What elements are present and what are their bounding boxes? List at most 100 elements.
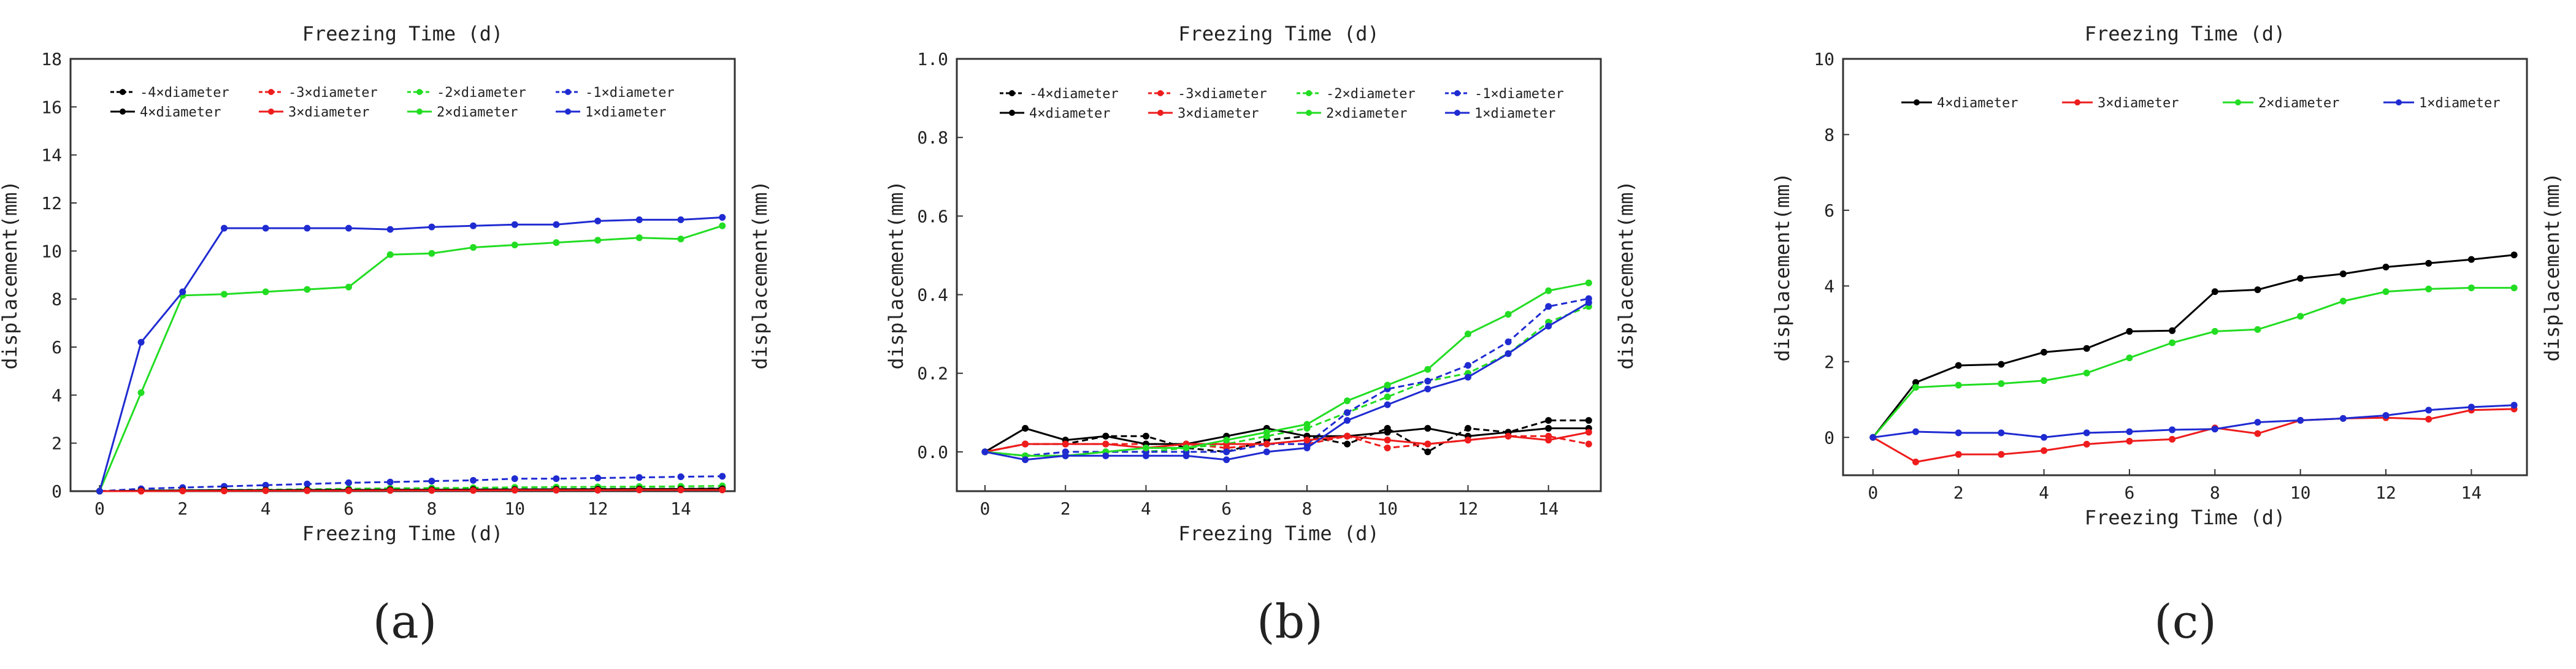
data-point	[1344, 432, 1351, 440]
legend-label: 1×diameter	[2419, 96, 2500, 111]
legend-marker	[120, 89, 126, 95]
chart-title: Freezing Time (d)	[2085, 22, 2286, 45]
y-tick-label: 0.4	[917, 285, 948, 305]
data-point	[1955, 429, 1962, 437]
data-point	[386, 226, 394, 233]
data-point	[2254, 286, 2261, 294]
data-point	[1344, 397, 1351, 405]
data-point	[345, 479, 353, 486]
data-point	[1424, 440, 1432, 448]
legend-marker	[2074, 99, 2080, 105]
y-tick-label: 6	[1824, 201, 1834, 221]
data-point	[1424, 385, 1432, 392]
data-point	[137, 389, 145, 396]
right-y-axis-label: displacement(mm)	[1614, 180, 1638, 369]
panel-b: 0 2 4 6 8 10 12 14 0.0 0.2 0.4 0.6 0.8 1.0 Freezing Ti…	[884, 22, 1638, 545]
data-point	[2169, 426, 2176, 434]
data-point	[428, 250, 435, 257]
legend-label: -4×diameter	[140, 85, 229, 101]
data-point	[1998, 451, 2005, 458]
plot-frame	[956, 58, 1602, 492]
data-point	[1263, 440, 1270, 448]
y-tick-label: 0.0	[917, 442, 948, 462]
data-point	[470, 222, 477, 229]
data-point	[1424, 378, 1432, 385]
data-point	[1545, 437, 1552, 444]
data-point	[719, 222, 726, 229]
x-tick-label: 14	[670, 499, 691, 519]
x-tick-label: 8	[1302, 499, 1313, 519]
legend-label: 2×diameter	[437, 105, 518, 120]
data-point	[1464, 373, 1471, 381]
data-point	[386, 251, 394, 258]
data-point	[1998, 380, 2005, 388]
data-point	[179, 487, 186, 495]
data-point	[1998, 429, 2005, 437]
panel-label-c: (c)	[2154, 594, 2217, 649]
data-point	[677, 486, 684, 494]
data-point	[304, 480, 311, 487]
series-1xdiameter	[981, 299, 1592, 464]
data-point	[2254, 419, 2261, 426]
data-point	[2083, 369, 2090, 377]
legend-marker	[1009, 90, 1015, 96]
data-point	[2382, 411, 2390, 419]
data-point	[594, 237, 602, 244]
legend: -4×diameter -3×diameter -2×diameter -1×diam…	[110, 85, 675, 120]
data-point	[1183, 445, 1190, 451]
y-tick-label: 10	[41, 241, 62, 261]
series-line	[984, 302, 1590, 461]
series-1xdiameter	[96, 214, 726, 495]
data-point	[2041, 348, 2048, 356]
legend-label: -2×diameter	[437, 85, 526, 101]
data-point	[220, 487, 228, 495]
data-point	[1912, 428, 1919, 435]
data-point	[262, 481, 269, 489]
data-point	[2425, 285, 2432, 292]
series-2xdiameter	[981, 279, 1592, 459]
data-point	[2041, 447, 2048, 454]
legend-label: 2×diameter	[2258, 96, 2339, 111]
chart-title: Freezing Time (d)	[302, 22, 504, 45]
data-point	[1384, 437, 1391, 444]
data-point	[1303, 437, 1311, 444]
data-point	[386, 478, 394, 486]
legend-marker	[416, 89, 423, 95]
data-point	[1384, 393, 1391, 400]
series-3xdiameter	[96, 486, 726, 495]
data-point	[1505, 350, 1512, 357]
data-point	[1303, 421, 1311, 428]
data-point	[1545, 323, 1552, 330]
data-point	[1869, 434, 1877, 441]
series--1xdiameter	[96, 473, 726, 495]
data-point	[635, 234, 643, 242]
right-y-axis-label: displacement(mm)	[748, 180, 772, 369]
data-point	[2169, 339, 2176, 346]
series-line	[99, 224, 723, 492]
x-tick-label: 6	[343, 499, 354, 519]
data-point	[1955, 362, 1962, 369]
data-point	[2339, 415, 2347, 422]
legend-label: 1×diameter	[1474, 106, 1555, 121]
data-point	[511, 475, 518, 483]
y-axis-label: displacement(mm)	[884, 180, 908, 369]
legend-label: 4×diameter	[1937, 96, 2018, 111]
x-tick-label: 0	[94, 499, 105, 519]
series--1xdiameter	[981, 295, 1592, 459]
legend-label: 4×diameter	[1029, 106, 1110, 121]
plot-frame	[69, 58, 736, 492]
data-point	[1102, 440, 1110, 448]
data-point	[304, 224, 311, 232]
data-point	[1223, 448, 1230, 456]
data-point	[1545, 303, 1552, 310]
data-point	[1505, 432, 1512, 440]
series--2xdiameter	[981, 303, 1592, 459]
data-point	[1955, 451, 1962, 458]
data-point	[1142, 452, 1149, 459]
legend-marker	[1306, 90, 1312, 96]
data-point	[2169, 435, 2176, 443]
data-point	[677, 235, 684, 243]
x-tick-label: 0	[980, 499, 991, 519]
